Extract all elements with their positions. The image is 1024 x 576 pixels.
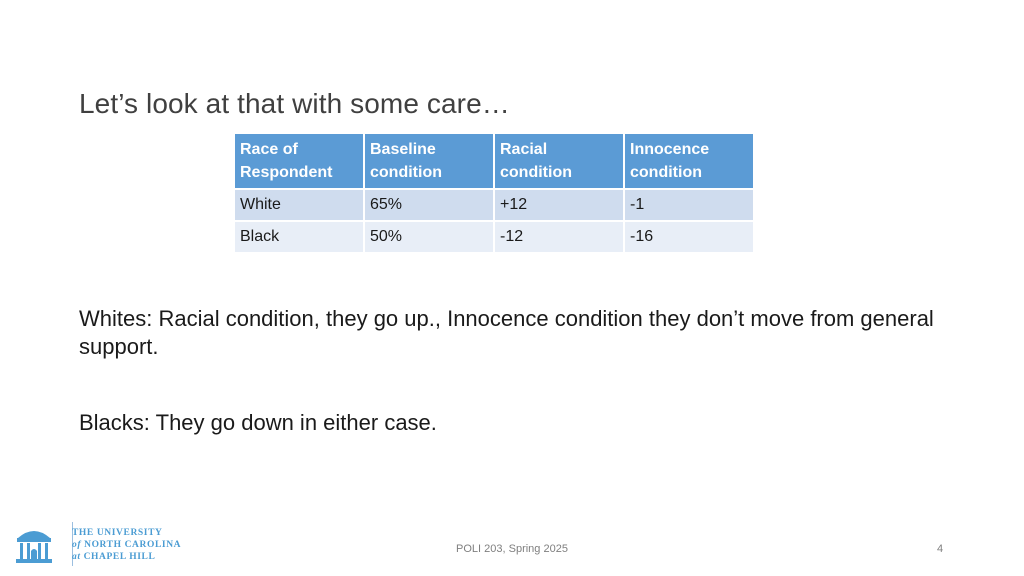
table-row: Black 50% -12 -16 xyxy=(233,220,755,254)
unc-logo: THE UNIVERSITY of NORTH CAROLINA at CHAP… xyxy=(14,520,184,568)
logo-wordmark: THE UNIVERSITY of NORTH CAROLINA at CHAP… xyxy=(72,527,181,563)
header-line: Baseline xyxy=(370,141,436,158)
logo-line-3-text: CHAPEL HILL xyxy=(83,552,156,562)
table-cell: White xyxy=(233,188,365,222)
header-innocence-condition: Innocence condition xyxy=(623,132,755,190)
page-number: 4 xyxy=(936,543,944,555)
logo-line-1: THE UNIVERSITY xyxy=(72,528,163,538)
slide-title: Let’s look at that with some care… xyxy=(79,88,510,119)
logo-line-2-text: NORTH CAROLINA xyxy=(84,540,182,550)
slide-footer: POLI 203, Spring 2025 xyxy=(456,543,568,555)
header-line: Respondent xyxy=(240,164,333,181)
header-race-of-respondent: Race of Respondent xyxy=(233,132,365,190)
paragraph-blacks: Blacks: They go down in either case. xyxy=(79,410,437,435)
header-racial-condition: Racial condition xyxy=(493,132,625,190)
header-line: Racial xyxy=(500,141,548,158)
table-cell: Black xyxy=(233,220,365,254)
logo-line-2: of NORTH CAROLINA xyxy=(72,539,181,551)
table-cell: 65% xyxy=(363,188,495,222)
old-well-icon xyxy=(16,531,52,563)
header-line: condition xyxy=(630,164,702,181)
header-line: condition xyxy=(500,164,572,181)
logo-line-3: at CHAPEL HILL xyxy=(72,551,181,563)
header-line: Race of xyxy=(240,141,298,158)
paragraph-whites: Whites: Racial condition, they go up., I… xyxy=(79,306,934,359)
results-table: Race of Respondent Baseline condition Ra… xyxy=(233,132,755,254)
header-line: condition xyxy=(370,164,442,181)
logo-divider xyxy=(72,522,73,566)
table-cell: -1 xyxy=(623,188,755,222)
table-cell: 50% xyxy=(363,220,495,254)
table-cell: +12 xyxy=(493,188,625,222)
table-cell: -16 xyxy=(623,220,755,254)
header-baseline-condition: Baseline condition xyxy=(363,132,495,190)
table-cell: -12 xyxy=(493,220,625,254)
table-header-row: Race of Respondent Baseline condition Ra… xyxy=(233,132,755,190)
header-line: Innocence xyxy=(630,141,710,158)
logo-italic: of xyxy=(72,540,82,550)
logo-italic: at xyxy=(72,552,81,562)
table-row: White 65% +12 -1 xyxy=(233,188,755,222)
